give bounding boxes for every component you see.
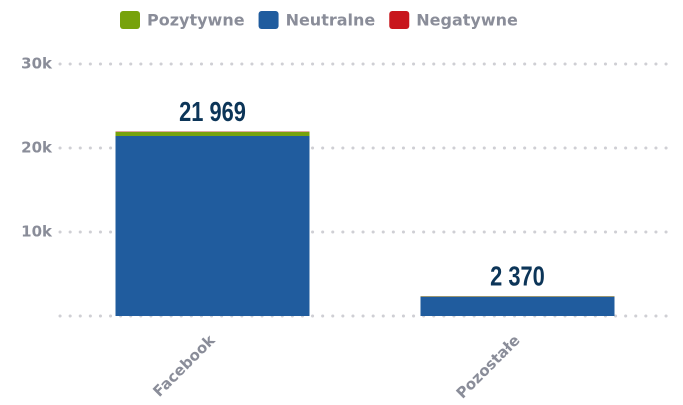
total-label: 21 969 [179, 96, 246, 127]
total-label: 2 370 [490, 261, 545, 292]
legend-label: Negatywne [416, 11, 518, 30]
bar-segment [420, 296, 615, 316]
legend-label: Neutralne [286, 11, 376, 30]
legend-swatch [258, 11, 279, 29]
x-tick-label: Facebook [149, 331, 219, 401]
x-tick-label: Pozostałe [453, 331, 524, 402]
bar-segment [115, 135, 310, 316]
y-tick-label: 30k [21, 55, 53, 73]
bar-segment [115, 131, 310, 136]
legend-swatch [389, 11, 410, 29]
y-tick-label: 20k [21, 139, 53, 157]
legend-swatch [120, 11, 140, 29]
legend-label: Pozytywne [147, 11, 245, 30]
y-tick-label: 10k [21, 223, 53, 241]
